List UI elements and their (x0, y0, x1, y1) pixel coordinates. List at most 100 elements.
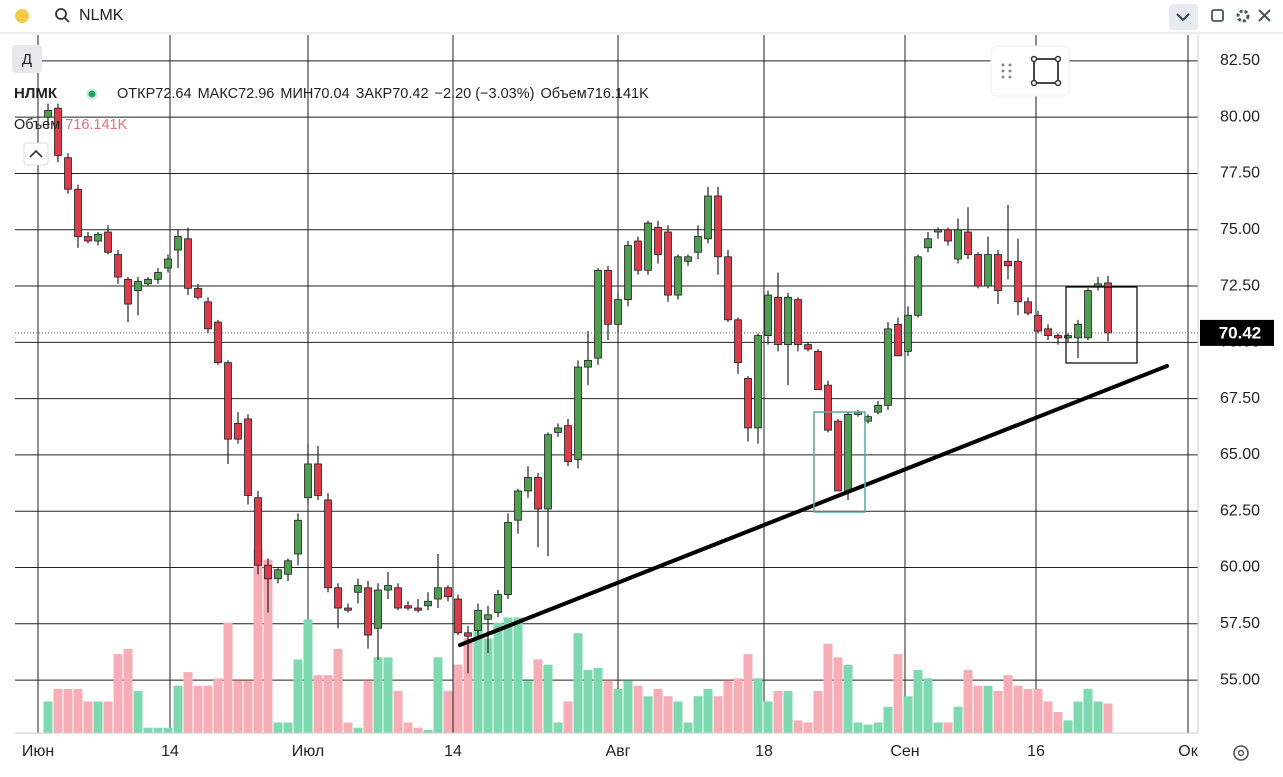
candle-body (974, 254, 982, 287)
candle-body (954, 229, 962, 260)
volume-bar (983, 685, 993, 733)
volume-bar (583, 669, 593, 733)
volume-bar (523, 680, 533, 733)
volume-bar (653, 688, 663, 733)
volume-bar (673, 701, 683, 733)
dropdown-button[interactable] (1169, 4, 1198, 30)
legend-label: МАКС (198, 86, 239, 102)
candle-body (614, 299, 622, 325)
search-icon[interactable] (55, 8, 67, 20)
volume-bar (613, 688, 623, 733)
candle-body (474, 609, 482, 631)
close-button[interactable] (1258, 9, 1271, 22)
candle-body (1044, 328, 1052, 336)
volume-bar (373, 657, 383, 733)
candle-body (304, 463, 312, 499)
drag-handle[interactable] (1001, 63, 1012, 79)
volume-bar (763, 701, 773, 733)
highlight-box[interactable] (1065, 286, 1138, 364)
candle-body (44, 110, 52, 118)
volume-bar (723, 680, 733, 733)
volume-bar (253, 549, 263, 733)
candle-body (74, 188, 82, 237)
volume-bar (1103, 703, 1113, 733)
candle-body (494, 594, 502, 613)
candle-body (254, 497, 262, 566)
legend-value: 72.96 (238, 86, 274, 102)
volume-bar (223, 622, 233, 733)
volume-bar (353, 727, 363, 733)
volume-bar (103, 701, 113, 733)
candle-body (904, 314, 912, 352)
candle-body (284, 560, 292, 575)
volume-bar (1093, 701, 1103, 733)
volume-bar (313, 675, 323, 733)
volume-bar (63, 688, 73, 733)
volume-bar (973, 685, 983, 733)
x-tick-label: Июн (22, 743, 54, 760)
candle-body (594, 269, 602, 359)
volume-bar (883, 706, 893, 733)
maximize-button[interactable] (1211, 9, 1224, 22)
settings-button[interactable] (1236, 9, 1250, 23)
candle-body (234, 423, 242, 440)
candle-body (1054, 335, 1062, 339)
legend-label: ОТКР (117, 86, 155, 102)
volume-bar (423, 729, 433, 733)
legend-label: Объем (14, 117, 60, 133)
y-tick-label: 62.50 (1220, 502, 1260, 519)
candle-body (694, 236, 702, 253)
candle-body (774, 296, 782, 345)
volume-bar (893, 654, 903, 733)
candle-body (644, 222, 652, 271)
volume-bar (153, 727, 163, 733)
interval-button[interactable] (12, 45, 42, 73)
candle-body (754, 335, 762, 429)
x-tick-label: 14 (444, 743, 462, 760)
candle-body (804, 344, 812, 350)
last-price-box (1200, 319, 1274, 346)
volume-bar (693, 696, 703, 733)
candle-body (884, 328, 892, 406)
volume-bar (393, 690, 403, 733)
volume-bar (953, 706, 963, 733)
y-tick-label: 55.00 (1220, 671, 1260, 688)
volume-bar (863, 724, 873, 733)
candle-body (924, 238, 932, 249)
y-tick-label: 82.50 (1220, 52, 1260, 69)
volume-bar (803, 722, 813, 733)
legend-value: 70.04 (313, 86, 349, 102)
collapse-button[interactable] (23, 142, 49, 166)
candle-body (404, 605, 412, 609)
candle-body (554, 427, 562, 433)
settings-icon (1237, 749, 1245, 757)
x-tick-label: Июл (292, 743, 324, 760)
candle-body (914, 256, 922, 316)
volume-bar (83, 701, 93, 733)
volume-bar (1013, 685, 1023, 733)
candle-body (944, 229, 952, 242)
volume-bar (593, 667, 603, 733)
highlight-box[interactable] (813, 411, 866, 513)
candle-body (394, 587, 402, 609)
volume-bar (473, 622, 483, 733)
candle-body (524, 477, 532, 492)
rectangle-tool[interactable] (1033, 58, 1059, 84)
candle-body (684, 256, 692, 262)
volume-bar (363, 680, 373, 733)
volume-bar (213, 678, 223, 733)
candle-body (584, 359, 592, 368)
candle-body (784, 296, 792, 345)
settings-icon[interactable] (1233, 745, 1249, 761)
window-dot[interactable] (15, 9, 29, 23)
x-tick-label: 16 (1027, 743, 1045, 760)
volume-bar (303, 619, 313, 733)
legend-label: ЗАКР (356, 86, 393, 102)
candle-body (354, 585, 362, 593)
candle-body (544, 434, 552, 510)
symbol-input[interactable]: NLMK (79, 7, 124, 24)
candle-body (454, 598, 462, 634)
volume-bar (633, 685, 643, 733)
